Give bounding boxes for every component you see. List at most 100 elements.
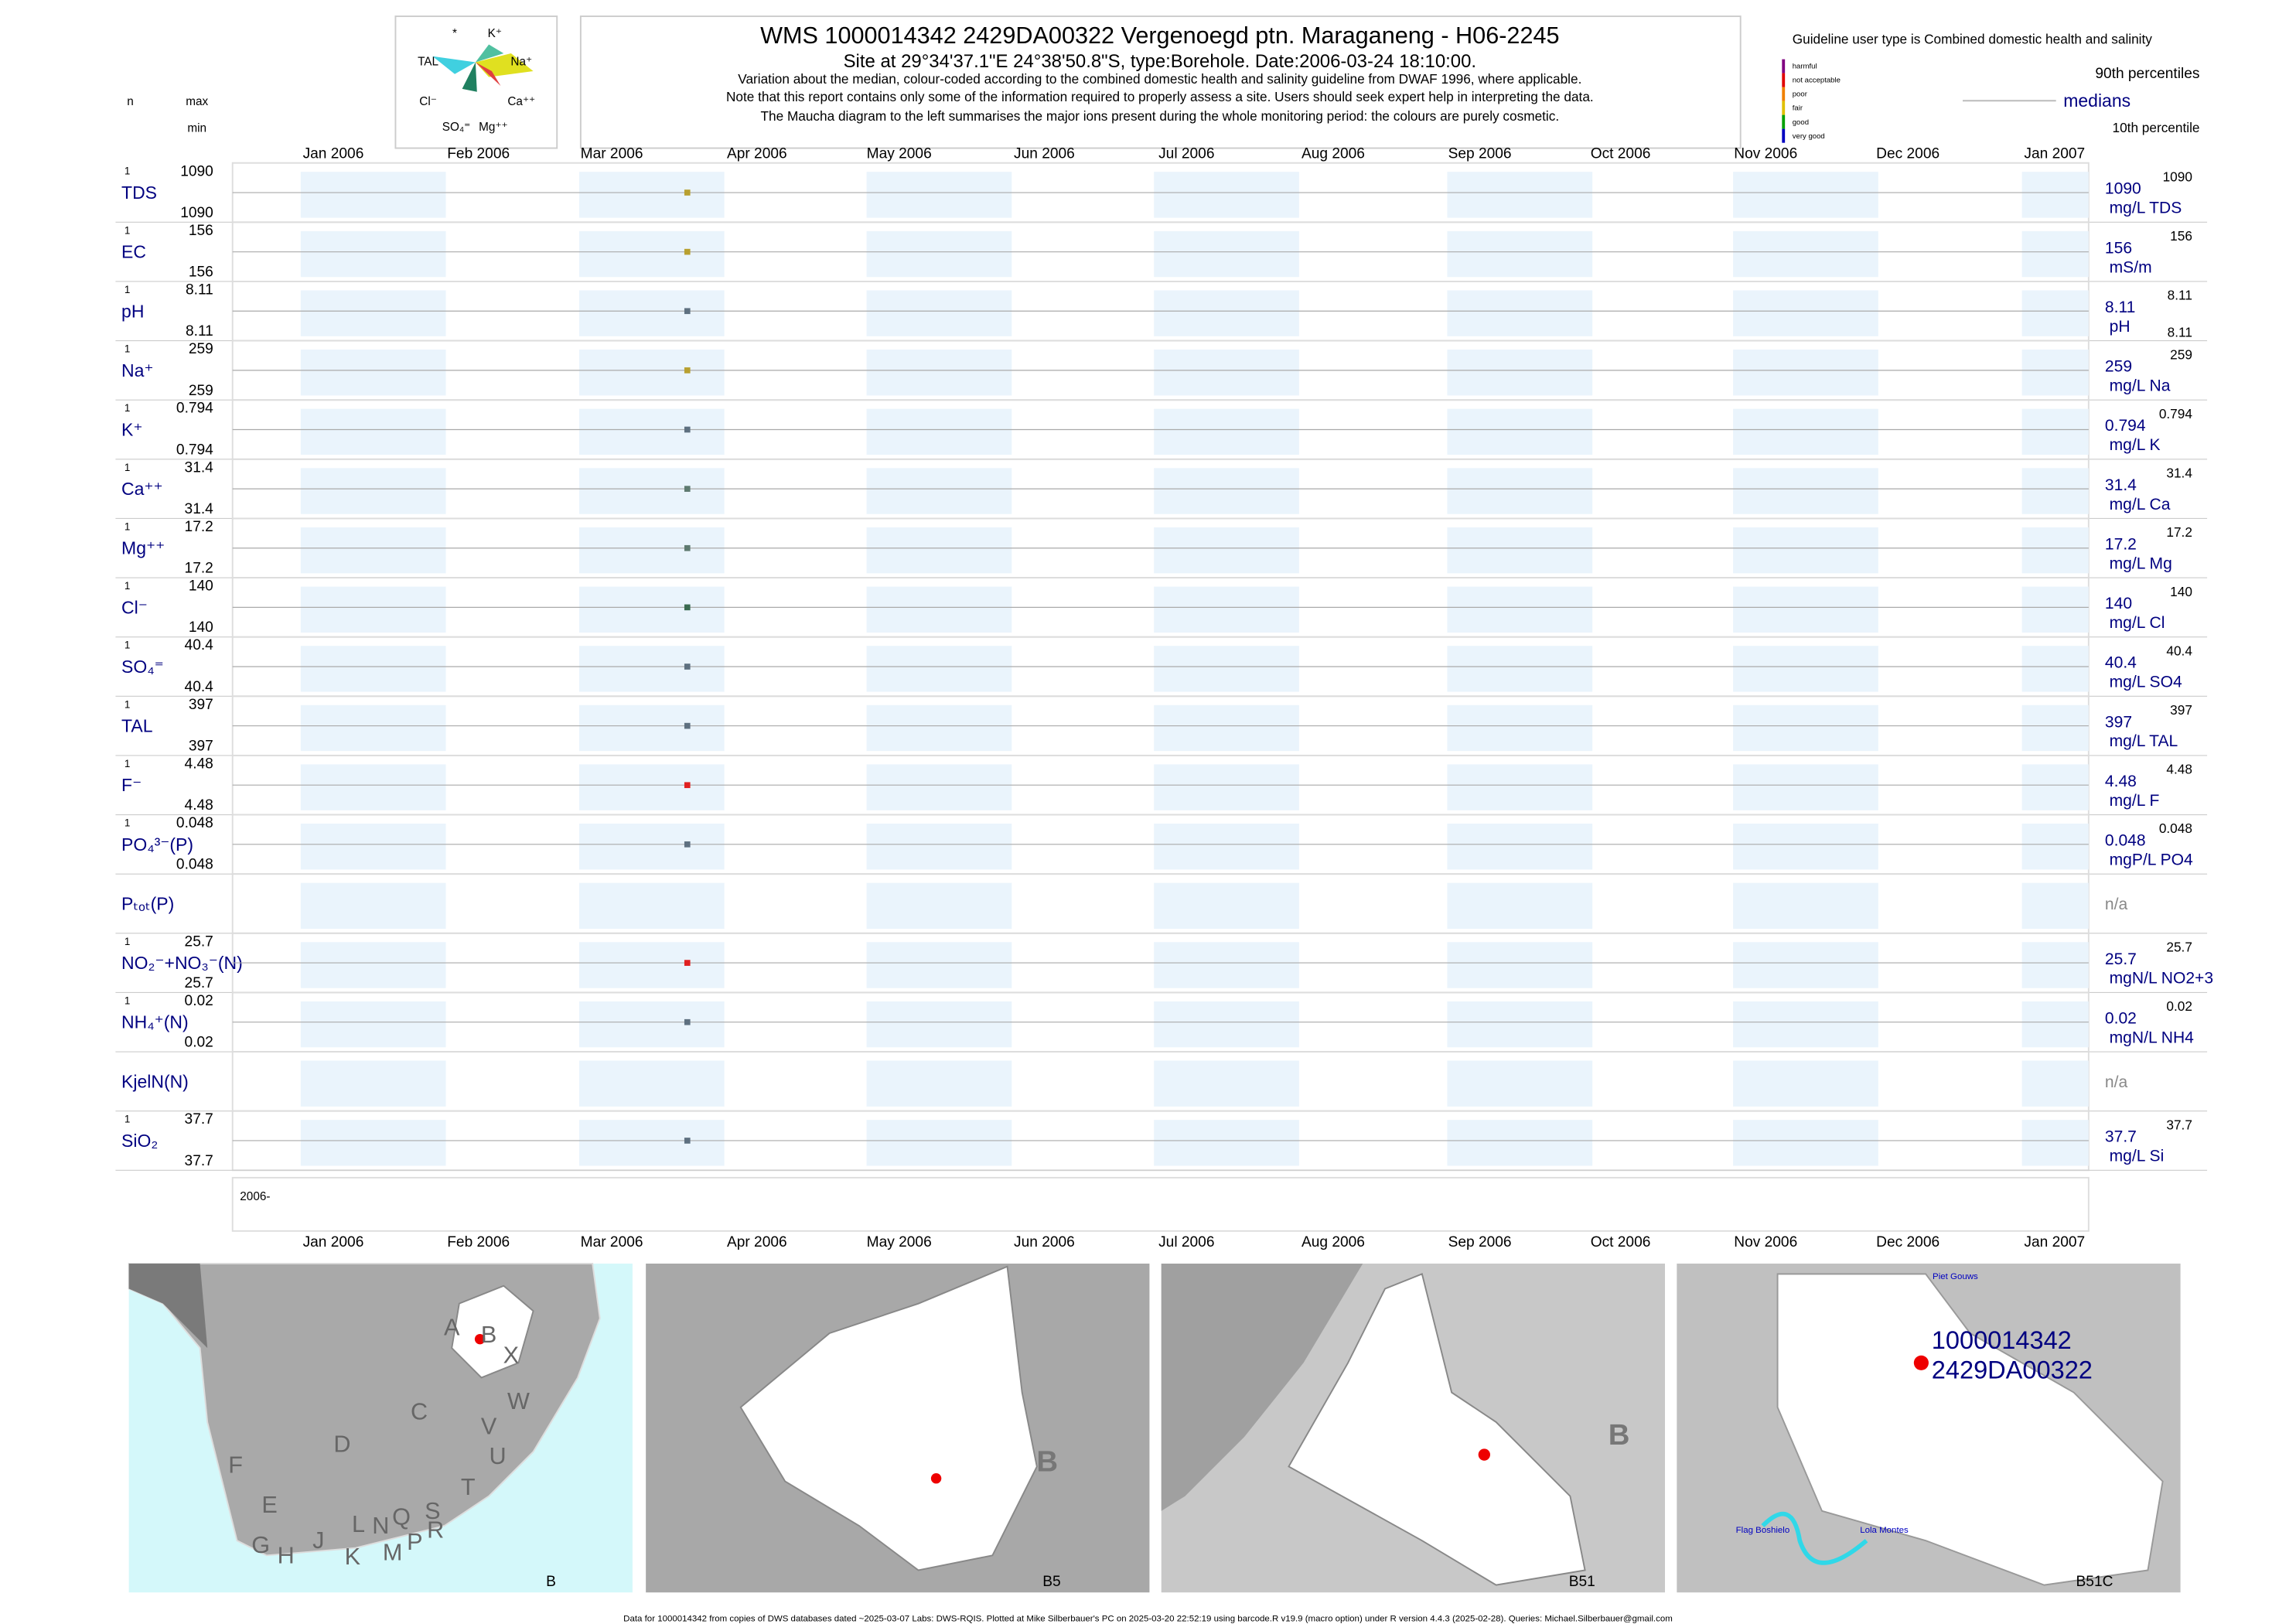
maucha-label: * bbox=[452, 27, 457, 40]
row-median: 37.7 bbox=[2105, 1128, 2137, 1146]
month-band bbox=[300, 764, 446, 810]
month-band bbox=[300, 1060, 446, 1107]
footer: Data for 1000014342 from copies of DWS d… bbox=[623, 1615, 1673, 1624]
month-band bbox=[1447, 290, 1593, 336]
row-median: 156 bbox=[2105, 239, 2132, 257]
month-band bbox=[1733, 705, 1878, 752]
row-p90: 37.7 bbox=[2166, 1117, 2192, 1132]
month-band bbox=[300, 408, 446, 455]
month-band bbox=[300, 290, 446, 336]
row-max: 4.48 bbox=[185, 756, 213, 772]
map-site bbox=[1913, 1355, 1929, 1370]
map-region: G bbox=[251, 1532, 270, 1558]
row-unit: mg/L Ca bbox=[2110, 496, 2171, 513]
month-band bbox=[1154, 882, 1299, 930]
month-label: May 2006 bbox=[867, 145, 932, 162]
month-band bbox=[866, 527, 1012, 574]
map-region: X bbox=[503, 1343, 519, 1369]
month-band bbox=[300, 824, 446, 870]
month-band bbox=[2021, 764, 2089, 810]
month-band bbox=[578, 527, 725, 574]
month-band bbox=[1154, 1001, 1299, 1048]
month-band bbox=[866, 882, 1012, 930]
month-band bbox=[1154, 527, 1299, 574]
row-label: TAL bbox=[121, 716, 153, 736]
row-label: Ca⁺⁺ bbox=[121, 479, 163, 499]
month-band bbox=[300, 942, 446, 988]
month-band bbox=[300, 172, 446, 218]
map-site bbox=[1478, 1448, 1490, 1461]
month-band bbox=[1733, 646, 1878, 692]
maucha-label: Ca⁺⁺ bbox=[507, 95, 535, 108]
row-n: 1 bbox=[125, 165, 130, 177]
row-min: 31.4 bbox=[185, 501, 214, 517]
row-median: 259 bbox=[2105, 358, 2132, 376]
month-band bbox=[578, 646, 725, 692]
row-n: 1 bbox=[125, 520, 130, 532]
row-max: 156 bbox=[189, 223, 213, 239]
legend-swatch bbox=[1782, 59, 1786, 73]
row-n: 1 bbox=[125, 817, 130, 829]
month-band bbox=[1733, 942, 1878, 988]
map-region: R bbox=[427, 1517, 444, 1544]
month-band bbox=[578, 1001, 725, 1048]
site: Site at 29°34'37.1"E 24°38'50.8"S, type:… bbox=[844, 51, 1477, 72]
legend-swatch bbox=[1782, 128, 1786, 143]
row-label: TDS bbox=[121, 183, 157, 203]
month-band bbox=[866, 824, 1012, 870]
row-max: 397 bbox=[189, 697, 213, 713]
month-label: Jun 2006 bbox=[1014, 1234, 1075, 1250]
note: The Maucha diagram to the left summarise… bbox=[760, 108, 1559, 124]
row-label: Cl⁻ bbox=[121, 597, 148, 617]
row-unit: mgN/L NH4 bbox=[2110, 1029, 2195, 1046]
map-catchment bbox=[1288, 1273, 1586, 1586]
year-label: 2006- bbox=[240, 1190, 270, 1203]
month-band bbox=[1447, 942, 1593, 988]
sample-dot bbox=[684, 604, 691, 611]
row-n: 1 bbox=[125, 224, 130, 236]
row-label: Mg⁺⁺ bbox=[121, 538, 165, 558]
month-band bbox=[2021, 350, 2089, 396]
month-band bbox=[1447, 230, 1593, 278]
row-p90: 140 bbox=[2170, 584, 2192, 599]
month-band bbox=[1154, 705, 1299, 752]
month-band bbox=[1154, 1120, 1299, 1166]
month-band bbox=[300, 350, 446, 396]
map-region: U bbox=[490, 1443, 507, 1469]
row-p90: 25.7 bbox=[2166, 939, 2192, 954]
map-site bbox=[930, 1472, 942, 1484]
row-p90: 0.048 bbox=[2159, 821, 2192, 836]
sample-dot bbox=[684, 308, 691, 315]
month-band bbox=[578, 1120, 725, 1166]
column-n: n bbox=[127, 95, 134, 108]
maucha-petal bbox=[462, 62, 477, 92]
month-label: Jul 2006 bbox=[1158, 145, 1214, 162]
map-region: F bbox=[228, 1452, 243, 1478]
row-median: 0.794 bbox=[2105, 417, 2146, 435]
row-max: 1090 bbox=[180, 163, 213, 179]
row-median: 1090 bbox=[2105, 180, 2141, 198]
row-median: 31.4 bbox=[2105, 476, 2137, 494]
month-label: Oct 2006 bbox=[1591, 145, 1651, 162]
row-p90: 156 bbox=[2170, 228, 2192, 244]
row-label: Na⁺ bbox=[121, 360, 153, 380]
legend-swatch bbox=[1782, 114, 1786, 129]
row-p90: 31.4 bbox=[2166, 466, 2192, 481]
note: Note that this report contains only some… bbox=[726, 89, 1594, 104]
row-p90: 0.794 bbox=[2159, 406, 2193, 421]
row-max: 259 bbox=[189, 341, 213, 357]
month-band bbox=[1154, 764, 1299, 810]
month-label: Feb 2006 bbox=[447, 1234, 510, 1250]
row-n: 1 bbox=[125, 580, 130, 592]
month-band bbox=[1154, 408, 1299, 455]
month-band bbox=[1447, 646, 1593, 692]
legend-class: very good bbox=[1793, 132, 1825, 141]
month-band bbox=[1733, 350, 1878, 396]
title: WMS 1000014342 2429DA00322 Vergenoegd pt… bbox=[760, 22, 1560, 49]
month-band bbox=[578, 586, 725, 633]
row-max: 0.794 bbox=[176, 401, 213, 417]
month-label: Dec 2006 bbox=[1876, 145, 1939, 162]
row-label: F⁻ bbox=[121, 775, 142, 795]
map-caption: B51 bbox=[1569, 1574, 1595, 1590]
